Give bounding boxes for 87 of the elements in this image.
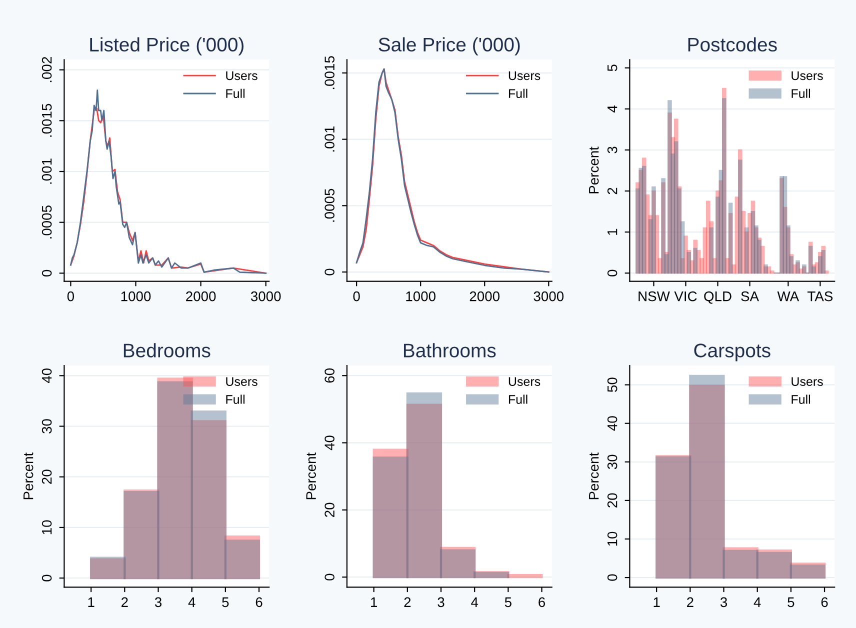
- x-tick-label: 5: [222, 597, 229, 608]
- y-tick-label: 0: [42, 574, 52, 582]
- y-tick-label: 5: [608, 64, 618, 72]
- legend-label: Users: [792, 377, 823, 386]
- legend-label: Full: [226, 394, 245, 404]
- x-tick-label: 1: [371, 597, 378, 607]
- y-tick-label: 50: [607, 378, 618, 392]
- x-tick-label: VIC: [674, 291, 697, 302]
- x-tick-label: 1: [654, 597, 660, 607]
- legend-label: Full: [508, 88, 528, 98]
- legend-label: Users: [508, 71, 540, 80]
- bar: [770, 270, 774, 274]
- y-tick-label: 2: [607, 188, 618, 194]
- y-tick-label: 4: [608, 105, 618, 112]
- y-tick-label: .0005: [324, 188, 334, 222]
- x-tick-label: QLD: [704, 291, 732, 304]
- x-tick-label: 3000: [534, 291, 564, 302]
- y-tick-label: 20: [42, 470, 52, 484]
- x-tick-label: 4: [471, 597, 478, 607]
- y-tick-label: 1: [608, 228, 618, 235]
- legend-label: Users: [226, 71, 258, 80]
- y-tick-label: .0015: [42, 104, 52, 137]
- y-tick-label: 40: [607, 416, 618, 431]
- y-tick-label: 30: [42, 419, 52, 434]
- x-tick-label: 6: [821, 597, 828, 608]
- x-tick-label: 1000: [121, 291, 151, 302]
- x-tick-label: 1000: [406, 291, 436, 302]
- y-tick-label: .001: [42, 158, 52, 184]
- x-tick-label: 4: [754, 597, 761, 607]
- x-tick-label: 2000: [186, 291, 216, 302]
- x-tick-label: 6: [538, 597, 546, 608]
- chart-title: Carspots: [694, 344, 770, 362]
- y-axis-title: Percent: [589, 146, 599, 194]
- chart-title: Postcodes: [688, 37, 777, 52]
- x-tick-label: 1: [88, 597, 94, 607]
- y-tick-label: 0: [42, 270, 52, 276]
- x-tick-label: 3: [720, 597, 728, 608]
- chart-title: Sale Price ('000): [378, 37, 520, 56]
- y-tick-label: 20: [607, 493, 618, 508]
- line-series: [356, 68, 550, 273]
- y-tick-label: 0: [324, 268, 334, 276]
- y-axis-title: Percent: [306, 452, 316, 500]
- x-tick-label: 4: [188, 597, 196, 607]
- x-tick-label: 2: [121, 597, 128, 607]
- y-tick-label: 40: [42, 368, 52, 384]
- x-tick-label: SA: [741, 291, 759, 302]
- x-tick-label: 0: [353, 291, 360, 302]
- y-tick-label: 0: [607, 270, 618, 276]
- x-tick-label: 3: [154, 597, 162, 608]
- legend-label: Users: [792, 71, 823, 80]
- y-tick-label: 0: [607, 574, 618, 581]
- x-tick-label: NSW: [638, 291, 670, 302]
- y-tick-label: 10: [42, 520, 52, 534]
- y-tick-label: 3: [607, 146, 618, 154]
- y-tick-label: 10: [607, 532, 618, 546]
- y-tick-label: 60: [324, 368, 334, 383]
- x-tick-label: WA: [777, 292, 800, 302]
- y-axis-title: Percent: [24, 452, 34, 500]
- x-tick-label: 5: [788, 597, 794, 608]
- x-tick-label: 6: [256, 597, 262, 608]
- chart-title: Listed Price ('000): [90, 37, 244, 56]
- legend-label: Full: [226, 88, 245, 98]
- x-tick-label: 2: [687, 597, 694, 607]
- y-tick-label: .0015: [324, 56, 334, 90]
- y-tick-label: .001: [324, 126, 334, 152]
- x-tick-label: 3: [438, 597, 444, 608]
- chart-title: Bathrooms: [404, 343, 496, 358]
- legend-label: Full: [508, 394, 528, 404]
- y-tick-label: 20: [324, 502, 334, 517]
- x-tick-label: 2000: [470, 291, 500, 302]
- y-tick-label: 0: [324, 574, 334, 580]
- legend-label: Users: [226, 377, 258, 386]
- x-tick-label: 2: [404, 597, 411, 607]
- bar: [680, 221, 685, 274]
- y-tick-label: 40: [324, 436, 334, 450]
- legend-label: Full: [792, 394, 810, 404]
- x-tick-label: TAS: [808, 291, 833, 302]
- legend-label: Full: [792, 88, 810, 98]
- x-tick-label: 5: [504, 597, 512, 608]
- y-tick-label: 30: [607, 454, 618, 470]
- y-tick-label: .002: [42, 57, 52, 82]
- legend-label: Users: [508, 377, 540, 386]
- chart-title: Bedrooms: [124, 343, 210, 358]
- y-tick-label: .0005: [42, 206, 52, 238]
- x-tick-label: 0: [67, 291, 74, 302]
- x-tick-label: 3000: [250, 291, 281, 302]
- y-axis-title: Percent: [589, 452, 599, 500]
